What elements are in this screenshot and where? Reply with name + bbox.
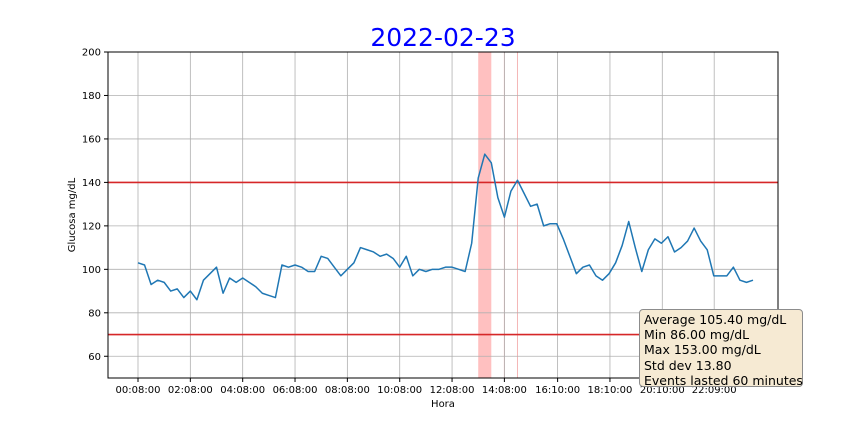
series-layer bbox=[137, 153, 754, 301]
y-tick-label: 60 bbox=[88, 352, 101, 363]
y-tick-label: 100 bbox=[82, 265, 101, 276]
stats-events: Events lasted 60 minutes bbox=[644, 372, 803, 388]
glucose-series-line bbox=[137, 153, 754, 301]
x-tick-label: 06:08:00 bbox=[273, 385, 318, 396]
y-tick-layer: 60 80 100 120 140 160 180 200 bbox=[82, 48, 108, 363]
x-tick-label: 02:08:00 bbox=[168, 385, 213, 396]
x-tick-label: 10:08:00 bbox=[377, 385, 422, 396]
x-tick-label: 18:10:00 bbox=[587, 385, 632, 396]
x-tick-label: 20:10:00 bbox=[640, 385, 685, 396]
y-tick-label: 160 bbox=[82, 134, 101, 145]
x-tick-label: 16:10:00 bbox=[535, 385, 580, 396]
y-tick-label: 200 bbox=[82, 48, 101, 59]
y-tick-label: 180 bbox=[82, 91, 101, 102]
y-tick-label: 120 bbox=[82, 221, 101, 232]
x-tick-layer: 00:08:00 02:08:00 04:08:00 06:08:00 08:08:00… bbox=[116, 378, 737, 396]
event-band bbox=[478, 52, 492, 378]
stats-std: Std dev 13.80 bbox=[644, 357, 732, 373]
stats-max: Max 153.00 mg/dL bbox=[644, 342, 761, 358]
event-band-layer bbox=[478, 52, 518, 378]
x-tick-label: 22:09:00 bbox=[692, 385, 737, 396]
x-tick-label: 00:08:00 bbox=[116, 385, 161, 396]
x-tick-label: 14:08:00 bbox=[482, 385, 527, 396]
x-tick-label: 04:08:00 bbox=[220, 385, 265, 396]
y-tick-label: 140 bbox=[82, 178, 101, 189]
stats-min: Min 86.00 mg/dL bbox=[644, 327, 750, 343]
plot-frame bbox=[107, 51, 779, 379]
x-axis-label: Hora bbox=[431, 399, 455, 410]
y-axis-label: Glucosa mg/dL bbox=[67, 177, 78, 252]
stats-average: Average 105.40 mg/dL bbox=[644, 312, 787, 327]
x-tick-label: 08:08:00 bbox=[325, 385, 370, 396]
x-tick-label: 12:08:00 bbox=[430, 385, 475, 396]
y-tick-label: 80 bbox=[88, 308, 101, 319]
stats-box: Average 105.40 mg/dL Min 86.00 mg/dL Max… bbox=[639, 309, 803, 388]
chart-title: 2022-02-23 bbox=[370, 23, 515, 52]
